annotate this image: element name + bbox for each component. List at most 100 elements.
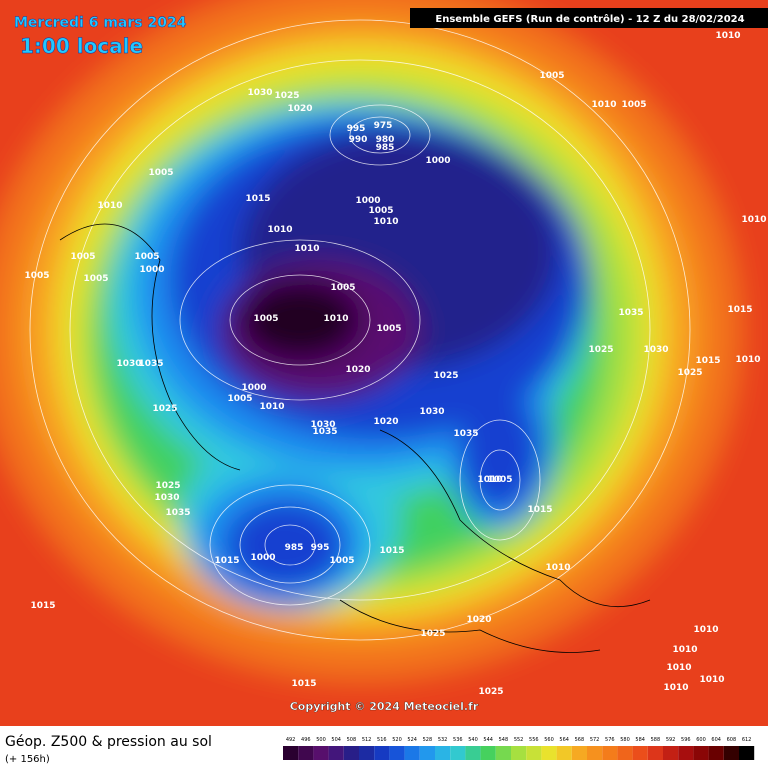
isobar-label: 1005 bbox=[253, 314, 278, 324]
legend-swatch bbox=[450, 746, 466, 760]
isobar-label: 1005 bbox=[148, 168, 173, 178]
isobar-label: 1025 bbox=[677, 368, 702, 378]
legend-swatch bbox=[495, 746, 511, 760]
isobar-label: 1025 bbox=[433, 371, 458, 381]
isobar-label: 1015 bbox=[379, 546, 404, 556]
isobar-label: 1025 bbox=[155, 481, 180, 491]
isobar-label: 1030 bbox=[419, 407, 444, 417]
isobar-label: 1035 bbox=[453, 429, 478, 439]
legend-label: 572 bbox=[590, 737, 600, 743]
legend-swatch bbox=[404, 746, 420, 760]
isobar-label: 1015 bbox=[30, 601, 55, 611]
isobar-label: 1000 bbox=[250, 553, 275, 563]
isobar-label: 1005 bbox=[134, 252, 159, 262]
coastlines bbox=[59, 223, 651, 653]
isobar-label: 1010 bbox=[693, 625, 718, 635]
isobar-label: 1005 bbox=[24, 271, 49, 281]
isobar-label: 1010 bbox=[699, 675, 724, 685]
legend-swatch bbox=[374, 746, 390, 760]
isobar-label: 975 bbox=[374, 121, 393, 131]
isobar-label: 995 bbox=[311, 543, 330, 553]
local-time: 1:00 locale bbox=[20, 34, 143, 58]
legend-swatch bbox=[647, 746, 663, 760]
legend-swatch bbox=[389, 746, 405, 760]
legend-swatch bbox=[465, 746, 481, 760]
isobar-label: 1005 bbox=[330, 283, 355, 293]
isobar-label: 1035 bbox=[312, 427, 337, 437]
legend-swatch bbox=[526, 746, 542, 760]
legend-label: 512 bbox=[362, 737, 372, 743]
isobar-label: 1025 bbox=[420, 629, 445, 639]
legend-label: 516 bbox=[377, 737, 387, 743]
legend-swatch bbox=[343, 746, 359, 760]
legend-label: 584 bbox=[635, 737, 645, 743]
legend-label: 600 bbox=[696, 737, 706, 743]
isobar-label: 1000 bbox=[425, 156, 450, 166]
legend-swatch bbox=[587, 746, 603, 760]
legend-label: 556 bbox=[529, 737, 539, 743]
legend-label: 612 bbox=[742, 737, 752, 743]
legend-swatch bbox=[480, 746, 496, 760]
legend-label: 588 bbox=[651, 737, 661, 743]
isobar-label: 1005 bbox=[329, 556, 354, 566]
isobar-label: 1015 bbox=[245, 194, 270, 204]
legend-label: 564 bbox=[559, 737, 569, 743]
isobar-label: 1005 bbox=[70, 252, 95, 262]
isobar-label: 1025 bbox=[274, 91, 299, 101]
footer-title: Géop. Z500 & pression au sol bbox=[5, 734, 212, 750]
legend-swatch bbox=[693, 746, 709, 760]
isobar-label: 990 bbox=[349, 135, 368, 145]
isobar-label: 1010 bbox=[477, 475, 502, 485]
isobars bbox=[29, 19, 691, 641]
isobar-label: 985 bbox=[376, 143, 395, 153]
legend-label: 536 bbox=[453, 737, 463, 743]
isobar-label: 1010 bbox=[373, 217, 398, 227]
copyright: Copyright © 2024 Meteociel.fr bbox=[290, 700, 479, 713]
isobar-label: 1025 bbox=[478, 687, 503, 697]
legend-swatch bbox=[359, 746, 375, 760]
isobar-label: 1035 bbox=[138, 359, 163, 369]
isobar-label: 1030 bbox=[116, 359, 141, 369]
isobar-label: 1010 bbox=[591, 100, 616, 110]
isobar-label: 1010 bbox=[715, 31, 740, 41]
legend-swatch bbox=[283, 746, 299, 760]
date: Mercredi 6 mars 2024 bbox=[14, 15, 187, 31]
legend-swatch bbox=[663, 746, 679, 760]
isobar-label: 1015 bbox=[291, 679, 316, 689]
isobar-label: 1020 bbox=[373, 417, 398, 427]
isobar-label: 1000 bbox=[241, 383, 266, 393]
color-legend: 492 496 500 504 508 512 516 520 524 528 532 536 540 5… bbox=[283, 737, 755, 760]
isobar-label: 1005 bbox=[621, 100, 646, 110]
isobar-label: 1015 bbox=[527, 505, 552, 515]
legend-label: 504 bbox=[331, 737, 341, 743]
footer-subtitle: (+ 156h) bbox=[5, 754, 50, 765]
legend-label: 560 bbox=[544, 737, 554, 743]
isobar-label: 985 bbox=[285, 543, 304, 553]
legend-label: 608 bbox=[727, 737, 737, 743]
isobar-label: 1030 bbox=[154, 493, 179, 503]
legend-label: 568 bbox=[575, 737, 585, 743]
isobar-label: 1010 bbox=[735, 355, 760, 365]
isobar-label: 1005 bbox=[227, 394, 252, 404]
isobar-label: 1005 bbox=[83, 274, 108, 284]
run-info: Ensemble GEFS (Run de contrôle) - 12 Z d… bbox=[435, 13, 744, 25]
legend-swatch bbox=[298, 746, 314, 760]
isobar-label: 1030 bbox=[643, 345, 668, 355]
legend-swatch bbox=[602, 746, 618, 760]
legend-label: 576 bbox=[605, 737, 615, 743]
legend-swatch bbox=[541, 746, 557, 760]
legend-swatch bbox=[678, 746, 694, 760]
legend-label: 524 bbox=[407, 737, 417, 743]
legend-label: 604 bbox=[711, 737, 721, 743]
isobar-label: 1005 bbox=[368, 206, 393, 216]
legend-label: 528 bbox=[423, 737, 433, 743]
legend-label: 532 bbox=[438, 737, 448, 743]
isobar-label: 1015 bbox=[727, 305, 752, 315]
legend-swatch bbox=[708, 746, 724, 760]
isobar-label: 1020 bbox=[287, 104, 312, 114]
isobar-label: 1010 bbox=[666, 663, 691, 673]
legend-label: 520 bbox=[392, 737, 402, 743]
